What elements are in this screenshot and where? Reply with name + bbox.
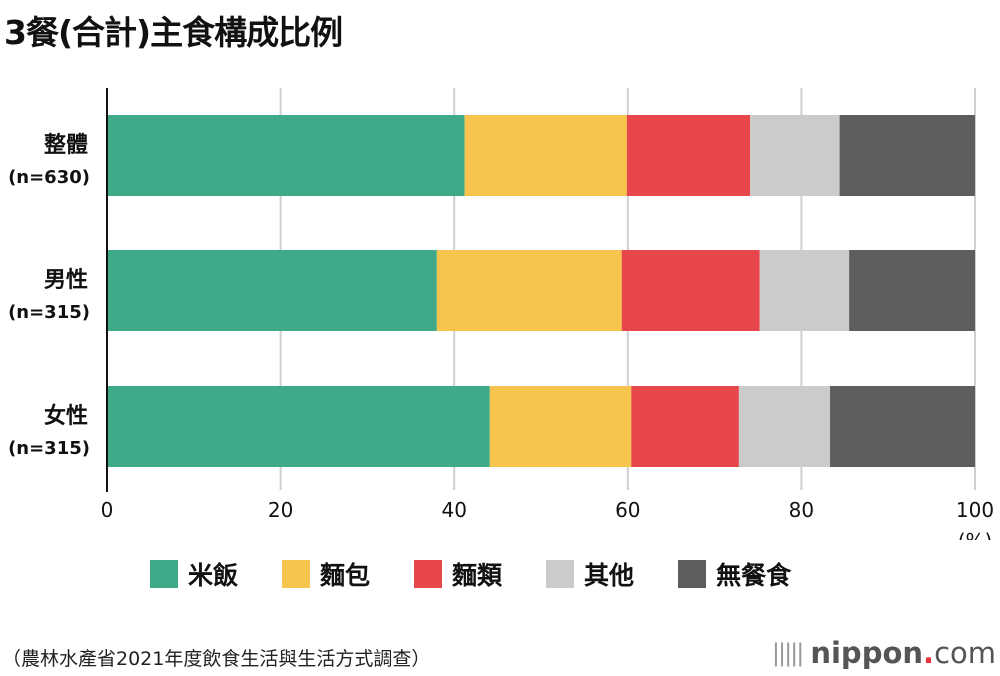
bar-segment-米飯	[107, 386, 490, 467]
legend-item: 其他	[546, 556, 634, 592]
chart-title: 3餐(合計)主食構成比例	[4, 13, 343, 52]
legend-label: 麵類	[452, 561, 503, 590]
source-note: （農林水產省2021年度飲食生活與生活方式調查）	[2, 648, 431, 670]
legend-label: 麵包	[320, 561, 371, 590]
x-tick-label: 60	[615, 498, 640, 522]
category-count: (n=315)	[8, 438, 90, 459]
bar-segment-無餐食	[849, 250, 975, 331]
x-tick-label: 80	[789, 498, 814, 522]
category-label: 女性	[44, 403, 88, 429]
bar-segment-麵包	[464, 115, 627, 196]
legend-item: 麵包	[282, 556, 370, 592]
x-unit-label: (%)	[958, 529, 993, 540]
category-label: 男性	[44, 268, 88, 293]
legend-swatch	[678, 560, 707, 588]
nippon-logo: ||||| nippon. com	[772, 636, 996, 670]
legend: 米飯 麵包 麵類 其他 無餐食	[150, 556, 791, 592]
bar-segment-無餐食	[830, 386, 975, 467]
logo-bars-icon: |||||	[771, 639, 804, 667]
bar-segment-麵包	[489, 386, 632, 467]
bar-segment-麵類	[621, 250, 760, 331]
legend-swatch	[546, 560, 575, 588]
bar-segment-其他	[750, 115, 840, 196]
legend-label: 其他	[584, 561, 635, 590]
logo-name: nippon	[810, 636, 924, 670]
bar-segment-無餐食	[839, 115, 975, 196]
x-tick-label: 20	[268, 498, 293, 522]
chart-plot: 0 20 40 60 80 100 (%) 整體 (n=630) 男性 (n=315) 女性 (n=31…	[8, 88, 994, 540]
bar-segment-麵類	[626, 115, 751, 196]
bar-segment-米飯	[107, 250, 437, 331]
bar-segment-米飯	[107, 115, 465, 196]
legend-item: 麵類	[414, 556, 502, 592]
x-tick-label: 40	[441, 498, 466, 522]
bar-segment-其他	[759, 250, 850, 331]
bar-segment-麵包	[436, 250, 622, 331]
logo-dot: .	[923, 636, 935, 670]
legend-swatch	[150, 560, 178, 588]
legend-label: 無餐食	[716, 561, 792, 590]
category-count: (n=630)	[8, 167, 90, 188]
x-tick-label: 0	[101, 498, 114, 522]
logo-com: com	[934, 636, 996, 670]
category-label: 整體	[44, 132, 88, 158]
category-count: (n=315)	[8, 302, 90, 323]
legend-label: 米飯	[188, 561, 239, 590]
legend-swatch	[282, 560, 311, 588]
x-tick-label: 100	[956, 498, 994, 522]
legend-item: 無餐食	[678, 556, 791, 592]
legend-swatch	[414, 560, 443, 588]
bar-segment-麵類	[631, 386, 739, 467]
legend-item: 米飯	[150, 556, 238, 592]
bar-segment-其他	[738, 386, 831, 467]
